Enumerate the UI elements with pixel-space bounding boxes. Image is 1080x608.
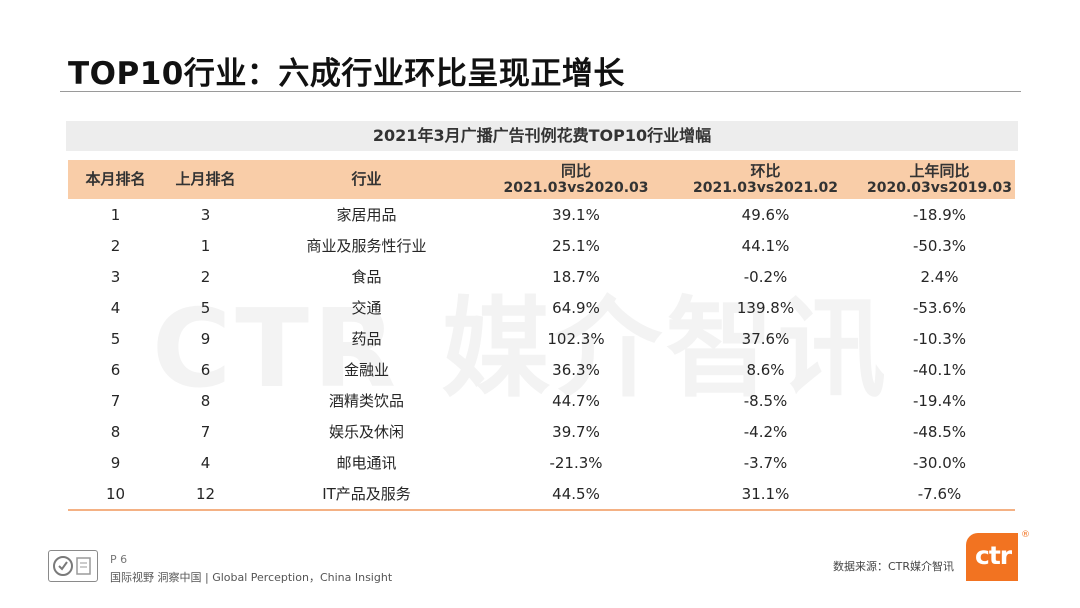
certification-seal-icon [53, 556, 91, 576]
data-source: 数据来源：CTR媒介智讯 [833, 560, 955, 573]
header-prev-yoy-sub: 2020.03vs2019.03 [867, 179, 1012, 196]
caption-spacer [66, 151, 1018, 160]
table-row: 7 8 酒精类饮品 44.7% -8.5% -19.4% [68, 385, 1015, 416]
header-rank-now: 本月排名 [68, 160, 163, 199]
cell-yoy: 102.3% [547, 329, 605, 348]
cell-yoy: -21.3% [549, 453, 603, 472]
cell-rank: 10 [68, 478, 163, 511]
header-prev-yoy-title: 上年同比 [909, 161, 970, 180]
cell-mom: -0.2% [743, 267, 788, 286]
industry-table: 本月排名 上月排名 行业 同比 2021.03vs2020.03 环比 2021… [68, 160, 1015, 511]
cell-yoy: 44.5% [485, 478, 667, 511]
cell-rank: 9 [110, 453, 121, 472]
cell-yoy: 39.1% [552, 205, 600, 224]
cell-mom: -8.5% [743, 391, 788, 410]
page-title: TOP10行业：六成行业环比呈现正增长 [68, 56, 625, 92]
certification-logo [48, 550, 98, 582]
header-yoy-sub: 2021.03vs2020.03 [503, 179, 649, 196]
cell-prev-rank: 1 [200, 236, 211, 255]
cell-industry: 邮电通讯 [336, 454, 397, 472]
cell-industry: 交通 [351, 299, 382, 317]
title-divider [60, 91, 1021, 92]
watermark: CTR 媒介智讯 [152, 287, 890, 412]
cell-industry: IT产品及服务 [248, 478, 485, 511]
cell-yoy: 25.1% [552, 236, 600, 255]
table-container: 2021年3月广播广告刊例花费TOP10行业增幅 本月排名 上月排名 行业 同比… [66, 121, 1018, 511]
cell-industry: 商业及服务性行业 [306, 237, 427, 255]
cell-rank: 7 [110, 391, 121, 410]
cell-prev-rank: 5 [200, 298, 211, 317]
table-row: 2 1 商业及服务性行业 25.1% 44.1% -50.3% [68, 230, 1015, 261]
cell-prev-rank: 8 [200, 391, 211, 410]
cell-rank: 6 [110, 360, 121, 379]
cell-industry: 家居用品 [336, 206, 397, 224]
cell-prev-rank: 9 [200, 329, 211, 348]
header-mom: 环比 2021.03vs2021.02 [667, 160, 864, 199]
cell-prev-yoy: -50.3% [912, 236, 967, 255]
page-number: P 6 [110, 553, 128, 566]
cell-yoy: 36.3% [552, 360, 600, 379]
cell-mom: -4.2% [743, 422, 788, 441]
cell-prev-yoy: -53.6% [912, 298, 967, 317]
ctr-logo-text: ctr [975, 541, 1012, 570]
table-row: 4 5 交通 64.9% 139.8% -53.6% [68, 292, 1015, 323]
cell-prev-yoy: -10.3% [912, 329, 967, 348]
header-mom-title: 环比 [750, 161, 781, 180]
cell-rank: 8 [110, 422, 121, 441]
cell-mom: 139.8% [736, 298, 795, 317]
footer-slogan: 国际视野 洞察中国 | Global Perception，China Insi… [110, 571, 393, 584]
cell-prev-yoy: -7.6% [864, 478, 1015, 511]
cell-mom: 31.1% [667, 478, 864, 511]
cell-prev-yoy: -19.4% [912, 391, 967, 410]
cell-yoy: 18.7% [552, 267, 600, 286]
cell-prev-yoy: 2.4% [920, 267, 959, 286]
header-mom-sub: 2021.03vs2021.02 [693, 179, 838, 196]
table-row: 3 2 食品 18.7% -0.2% 2.4% [68, 261, 1015, 292]
table-header-row: 本月排名 上月排名 行业 同比 2021.03vs2020.03 环比 2021… [68, 160, 1015, 199]
cell-mom: 49.6% [741, 205, 790, 224]
table-row: 6 6 金融业 36.3% 8.6% -40.1% [68, 354, 1015, 385]
ctr-logo: ctr [966, 533, 1018, 581]
cell-prev-rank: 7 [200, 422, 211, 441]
cell-yoy: 44.7% [552, 391, 600, 410]
cell-mom: 44.1% [741, 236, 790, 255]
cell-rank: 3 [110, 267, 121, 286]
table-row: 10 12 IT产品及服务 44.5% 31.1% -7.6% [68, 478, 1015, 511]
table-row: 1 3 家居用品 39.1% 49.6% -18.9% [68, 199, 1015, 230]
cell-prev-yoy: -18.9% [912, 205, 967, 224]
cell-industry: 娱乐及休闲 [328, 423, 404, 441]
cell-industry: 金融业 [343, 361, 389, 379]
cell-prev-rank: 4 [200, 453, 211, 472]
cell-prev-rank: 12 [163, 478, 248, 511]
cell-industry: 酒精类饮品 [328, 392, 404, 410]
cell-rank: 2 [110, 236, 121, 255]
cell-prev-rank: 6 [200, 360, 211, 379]
cell-industry: 食品 [351, 268, 382, 286]
header-rank-prev: 上月排名 [163, 160, 248, 199]
cell-prev-rank: 2 [200, 267, 211, 286]
cell-rank: 5 [110, 329, 121, 348]
cell-yoy: 64.9% [552, 298, 600, 317]
cell-prev-yoy: -40.1% [912, 360, 967, 379]
cell-rank: 1 [110, 205, 121, 224]
header-prev-yoy: 上年同比 2020.03vs2019.03 [864, 160, 1015, 199]
table-row: 8 7 娱乐及休闲 39.7% -4.2% -48.5% [68, 416, 1015, 447]
header-yoy: 同比 2021.03vs2020.03 [485, 160, 667, 199]
cell-mom: 8.6% [746, 360, 785, 379]
cell-prev-yoy: -30.0% [912, 453, 967, 472]
cell-industry: 药品 [351, 330, 382, 348]
cell-prev-rank: 3 [200, 205, 211, 224]
header-yoy-title: 同比 [560, 161, 591, 180]
table-row: 5 9 药品 102.3% 37.6% -10.3% [68, 323, 1015, 354]
cell-mom: -3.7% [743, 453, 788, 472]
table-row: 9 4 邮电通讯 -21.3% -3.7% -30.0% [68, 447, 1015, 478]
header-industry: 行业 [248, 160, 485, 199]
registered-mark: ® [1021, 530, 1030, 540]
cell-prev-yoy: -48.5% [912, 422, 967, 441]
cell-rank: 4 [110, 298, 121, 317]
cell-mom: 37.6% [741, 329, 790, 348]
table-caption: 2021年3月广播广告刊例花费TOP10行业增幅 [66, 121, 1018, 151]
cell-yoy: 39.7% [552, 422, 600, 441]
